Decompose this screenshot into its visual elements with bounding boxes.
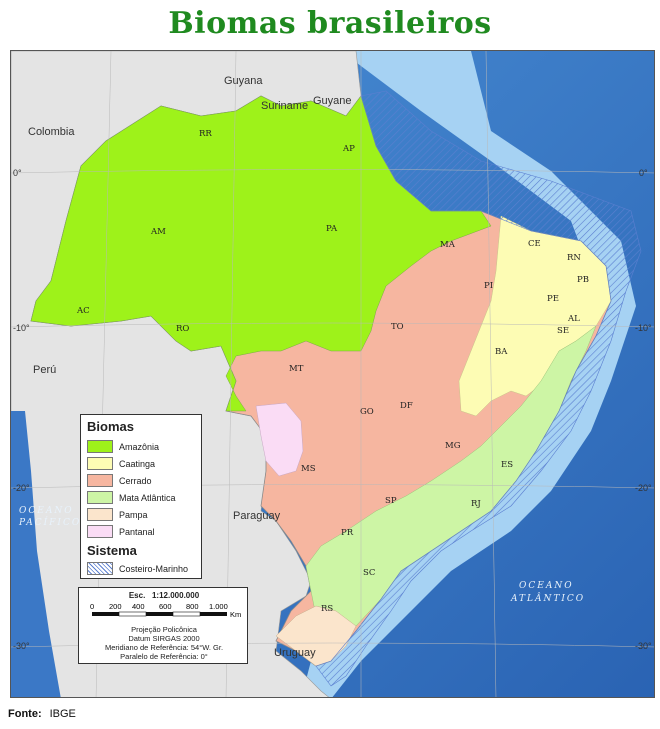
scale-esc: Esc. xyxy=(128,591,146,600)
legend-label: Amazônia xyxy=(119,441,160,452)
state-ce: CE xyxy=(528,239,541,249)
state-pi: PI xyxy=(484,281,493,291)
legend-sistema-title: Sistema xyxy=(87,543,137,558)
ocean-atlantic-line1: OCEANO xyxy=(519,581,574,591)
ocean-pacific-line1: OCEANO xyxy=(19,506,74,516)
scale-line-2: Datum SIRGAS 2000 xyxy=(128,634,200,643)
state-pe: PE xyxy=(547,294,559,304)
state-ba: BA xyxy=(495,347,508,357)
state-es: ES xyxy=(501,460,513,470)
state-pa: PA xyxy=(326,224,338,234)
legend-label: Pantanal xyxy=(119,526,155,537)
scale-line-4: Paralelo de Referência: 0° xyxy=(120,652,208,661)
legend-label: Cerrado xyxy=(119,475,152,486)
legend-item-pantanal: Pantanal xyxy=(87,523,195,540)
legend-label: Costeiro-Marinho xyxy=(119,563,189,574)
country-colombia: Colombia xyxy=(28,126,75,138)
scale-ratio: 1:12.000.000 xyxy=(151,591,200,600)
scale-box: Esc. 1:12.000.000 0 200 400 600 800 1.00… xyxy=(78,587,248,664)
scale-tick: 600 xyxy=(159,602,172,611)
state-ap: AP xyxy=(342,144,355,154)
legend-item-pampa: Pampa xyxy=(87,506,195,523)
source-label: Fonte: xyxy=(8,708,42,720)
country-suriname: Suriname xyxy=(261,100,308,112)
legend-biomas-title: Biomas xyxy=(87,419,134,434)
state-sp: SP xyxy=(385,496,397,506)
legend-label: Mata Atlântica xyxy=(119,492,176,503)
country-guyane: Guyane xyxy=(313,95,352,107)
state-rs: RS xyxy=(321,604,333,614)
biome-pantanal xyxy=(255,402,304,477)
state-labels: RR AP AM PA MA CE RN PB PI PE AL SE AC R… xyxy=(76,129,589,614)
state-al: AL xyxy=(567,314,580,324)
state-pr: PR xyxy=(341,528,354,538)
country-peru: Perú xyxy=(33,364,56,376)
state-mt: MT xyxy=(289,364,304,374)
coastal-marine-system xyxy=(315,90,642,687)
state-se: SE xyxy=(557,326,569,336)
scale-header: Esc. 1:12.000.000 xyxy=(79,591,249,600)
scale-tick: 400 xyxy=(132,602,145,611)
map-title: Biomas brasileiros xyxy=(168,6,492,41)
coord-right-10: -10° xyxy=(635,323,652,333)
state-to: TO xyxy=(391,322,404,332)
state-ro: RO xyxy=(176,324,189,334)
legend-item-cerrado: Cerrado xyxy=(87,472,195,489)
legend-swatch-pampa xyxy=(87,508,113,521)
ocean-atlantic-line2: ATLÂNTICO xyxy=(510,592,585,604)
legend-swatch-cerrado xyxy=(87,474,113,487)
state-pb: PB xyxy=(577,275,589,285)
coord-left-0: 0° xyxy=(13,168,22,178)
country-uruguay: Uruguay xyxy=(274,647,316,659)
coord-right-0: 0° xyxy=(639,168,648,178)
coord-left-10: -10° xyxy=(13,323,30,333)
scale-tick: 0 xyxy=(90,602,94,611)
state-ms: MS xyxy=(301,464,316,474)
state-ma: MA xyxy=(440,240,456,250)
state-rr: RR xyxy=(199,129,212,139)
state-rj: RJ xyxy=(471,499,481,509)
coord-right-20: -20° xyxy=(635,483,652,493)
legend-swatch-caatinga xyxy=(87,457,113,470)
coord-left-20: -20° xyxy=(13,483,30,493)
coord-right-30: -30° xyxy=(635,641,652,651)
ocean-pacific-line2: PACÍFICO xyxy=(18,516,81,528)
scale-line-1: Projeção Policônica xyxy=(131,625,197,634)
scale-line-3: Meridiano de Referência: 54°W. Gr. xyxy=(104,643,224,652)
source-credit: Fonte: IBGE xyxy=(8,708,76,720)
legend-label: Pampa xyxy=(119,509,148,520)
legend-label: Caatinga xyxy=(119,458,156,469)
map-legend: Biomas Amazônia Caatinga Cerrado Mata At… xyxy=(80,414,202,579)
state-go: GO xyxy=(360,407,374,417)
scale-tick: 1.000 xyxy=(209,602,228,611)
legend-item-mata-atlantica: Mata Atlântica xyxy=(87,489,195,506)
legend-item-costeiro-marinho: Costeiro-Marinho xyxy=(87,560,195,577)
country-guyana: Guyana xyxy=(224,75,263,87)
coord-left-30: -30° xyxy=(13,641,30,651)
legend-swatch-pantanal xyxy=(87,525,113,538)
scale-tick: 800 xyxy=(186,602,199,611)
legend-item-caatinga: Caatinga xyxy=(87,455,195,472)
source-value: IBGE xyxy=(49,708,76,720)
scale-unit: Km xyxy=(230,610,241,619)
legend-swatch-amazonia xyxy=(87,440,113,453)
country-paraguay: Paraguay xyxy=(233,510,281,522)
scale-tick: 200 xyxy=(109,602,122,611)
legend-item-amazonia: Amazônia xyxy=(87,438,195,455)
state-ac: AC xyxy=(76,306,90,316)
legend-swatch-mata-atlantica xyxy=(87,491,113,504)
state-am: AM xyxy=(150,227,166,237)
state-sc: SC xyxy=(363,568,375,578)
biome-pampa xyxy=(275,605,357,667)
state-mg: MG xyxy=(445,441,461,451)
state-df: DF xyxy=(400,401,413,411)
scale-bar: 0 200 400 600 800 1.000 Km xyxy=(90,602,241,619)
state-rn: RN xyxy=(567,253,581,263)
legend-swatch-costeiro-marinho xyxy=(87,562,113,575)
